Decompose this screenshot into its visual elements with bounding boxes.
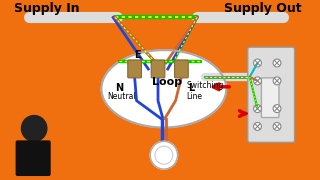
Circle shape: [254, 105, 261, 112]
FancyBboxPatch shape: [151, 60, 165, 78]
Circle shape: [273, 77, 281, 85]
Circle shape: [254, 77, 261, 85]
Circle shape: [273, 123, 281, 130]
FancyBboxPatch shape: [128, 60, 141, 78]
Text: Switching
Line: Switching Line: [186, 81, 224, 101]
Circle shape: [150, 141, 178, 169]
Text: Supply In: Supply In: [14, 3, 79, 15]
Circle shape: [21, 116, 47, 141]
FancyBboxPatch shape: [261, 78, 279, 118]
Circle shape: [273, 105, 281, 112]
Text: E: E: [135, 50, 141, 60]
FancyBboxPatch shape: [16, 140, 51, 176]
Text: N: N: [115, 83, 123, 93]
Circle shape: [254, 59, 261, 67]
Text: Loop: Loop: [152, 77, 182, 87]
Text: Neutral: Neutral: [107, 92, 136, 101]
Ellipse shape: [101, 50, 226, 127]
Circle shape: [254, 123, 261, 130]
FancyBboxPatch shape: [175, 60, 188, 78]
Circle shape: [273, 59, 281, 67]
FancyBboxPatch shape: [248, 47, 295, 142]
Text: Supply Out: Supply Out: [224, 3, 302, 15]
Text: L: L: [188, 83, 195, 93]
